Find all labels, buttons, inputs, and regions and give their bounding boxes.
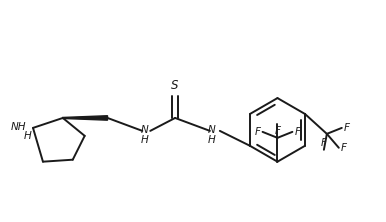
Text: N: N [141, 125, 148, 135]
Text: F: F [344, 123, 350, 133]
Polygon shape [63, 116, 108, 120]
Text: F: F [255, 127, 261, 137]
Text: H: H [141, 135, 148, 145]
Text: H: H [24, 131, 32, 141]
Text: S: S [171, 79, 179, 92]
Text: F: F [274, 126, 281, 136]
Text: H: H [208, 135, 216, 145]
Text: NH: NH [10, 122, 26, 132]
Text: N: N [208, 125, 216, 135]
Text: F: F [295, 127, 300, 137]
Text: F: F [321, 138, 327, 148]
Text: F: F [341, 143, 347, 153]
